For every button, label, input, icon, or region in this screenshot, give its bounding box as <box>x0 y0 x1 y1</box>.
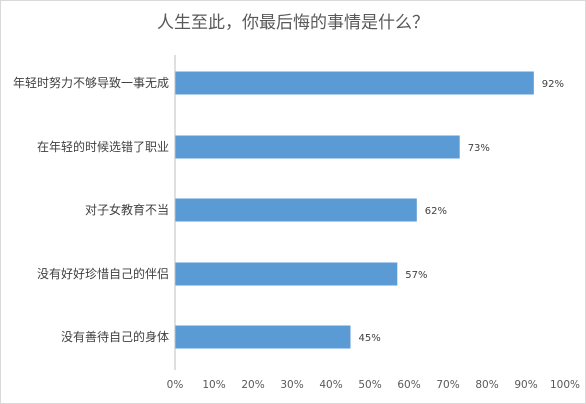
data-label-3: 57% <box>405 270 427 281</box>
data-label-2: 62% <box>425 206 447 217</box>
category-label-1: 在年轻的时候选错了职业 <box>37 139 169 154</box>
axis-layer: 0% 10% 20% 30% 40% 50% 60% 70% 80% 90% 100% <box>167 55 580 391</box>
bar-1 <box>175 135 460 159</box>
x-tick-label-4: 40% <box>319 379 342 391</box>
data-label-1: 73% <box>468 143 490 154</box>
x-tick-label-9: 90% <box>514 379 537 391</box>
x-tick-label-3: 30% <box>280 379 303 391</box>
category-label-4: 没有善待自己的身体 <box>61 329 169 344</box>
x-tick-label-10: 100% <box>550 379 580 391</box>
labels-layer: 年轻时努力不够导致一事无成 92% 在年轻的时候选错了职业 73% 对子女教育不当 62%… <box>13 75 564 344</box>
x-tick-label-1: 10% <box>202 379 225 391</box>
data-label-4: 45% <box>359 333 381 344</box>
category-label-3: 没有好好珍惜自己的伴侣 <box>37 266 169 281</box>
bar-0 <box>175 71 534 95</box>
x-tick-label-2: 20% <box>241 379 264 391</box>
bar-3 <box>175 262 398 286</box>
x-tick-label-0: 0% <box>167 379 184 391</box>
chart-title: 人生至此，你最后悔的事情是什么？ <box>157 13 429 33</box>
x-tick-label-6: 60% <box>397 379 420 391</box>
bar-2 <box>175 198 417 222</box>
x-tick-label-7: 70% <box>436 379 459 391</box>
category-label-2: 对子女教育不当 <box>85 202 169 217</box>
bars-layer <box>175 71 534 349</box>
bar-4 <box>175 325 351 349</box>
category-label-0: 年轻时努力不够导致一事无成 <box>13 75 169 90</box>
x-tick-label-8: 80% <box>475 379 498 391</box>
x-tick-label-5: 50% <box>358 379 381 391</box>
data-label-0: 92% <box>542 79 564 90</box>
